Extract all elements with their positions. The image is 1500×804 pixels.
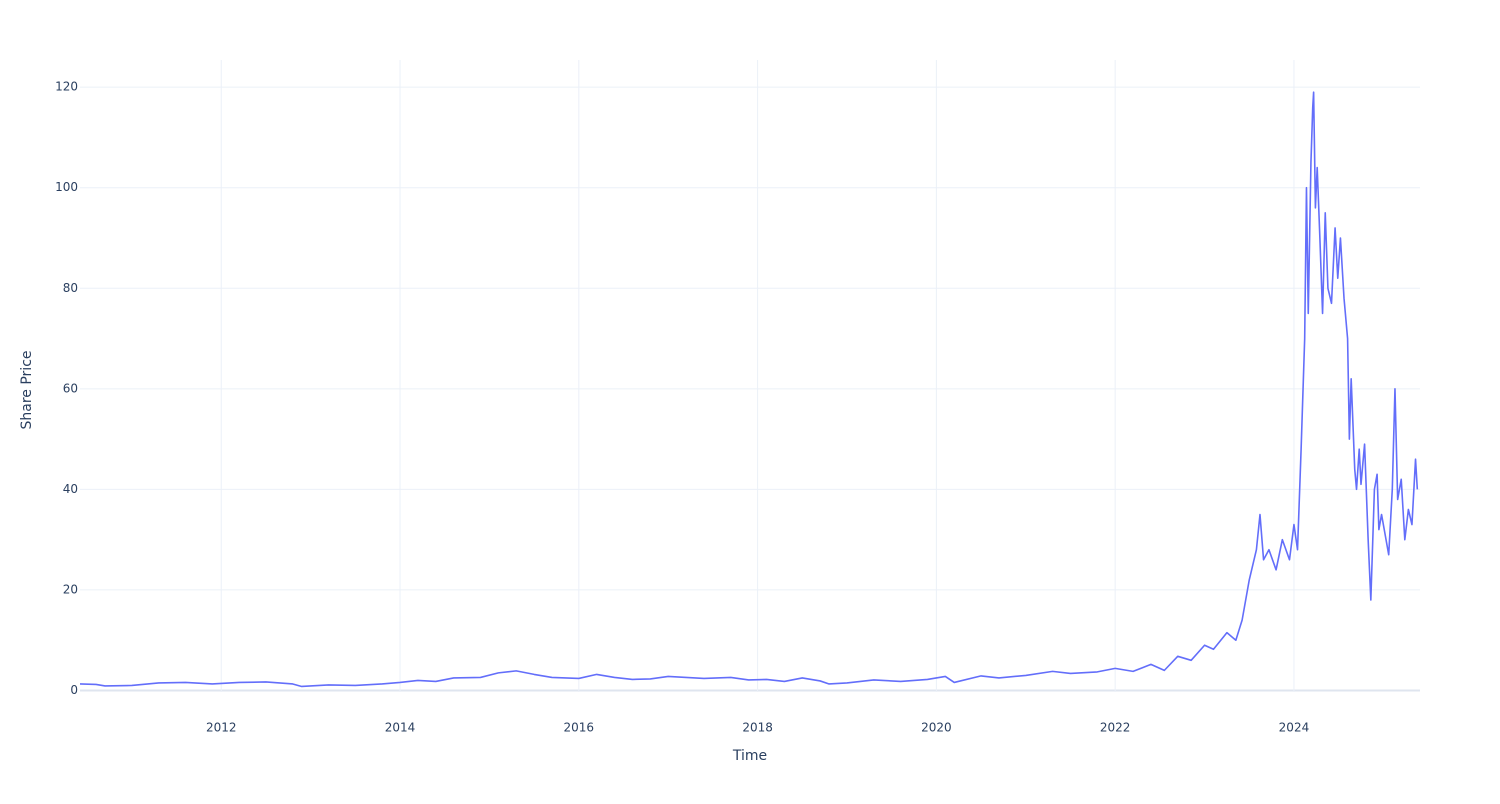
y-tick-label: 120: [55, 80, 78, 94]
y-tick-label: 80: [63, 281, 78, 295]
y-axis-label: Share Price: [19, 350, 35, 429]
x-tick-label: 2012: [206, 721, 237, 735]
y-tick-label: 20: [63, 582, 78, 596]
y-tick-label: 60: [63, 381, 78, 395]
x-tick-label: 2016: [564, 721, 595, 735]
x-axis-label: Time: [732, 748, 767, 764]
x-tick-label: 2014: [385, 721, 416, 735]
x-tick-label: 2022: [1100, 721, 1131, 735]
x-tick-label: 2020: [921, 721, 952, 735]
y-tick-label: 40: [63, 482, 78, 496]
y-tick-label: 0: [70, 683, 78, 697]
x-tick-label: 2018: [742, 721, 773, 735]
y-tick-label: 100: [55, 180, 78, 194]
price-line: [79, 91, 1419, 688]
x-tick-label: 2024: [1279, 721, 1310, 735]
